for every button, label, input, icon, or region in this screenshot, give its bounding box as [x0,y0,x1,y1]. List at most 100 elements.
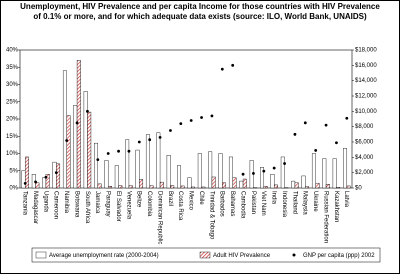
gnp-point [65,139,69,142]
gnp-point [137,140,141,144]
y-tick-label: 20% [6,117,19,123]
bar [76,60,81,189]
bar [232,177,237,189]
gnp-point [231,63,235,67]
bar [228,156,233,189]
x-tick-label: Russian Federation [322,191,328,243]
bar [180,185,185,189]
legend-swatch [199,251,211,259]
y2-tick-label: $8,000 [355,124,374,130]
y-tick-label: 0% [9,186,18,192]
gnp-point [324,123,328,127]
bar [201,186,206,189]
y2-tick-label: $16,000 [355,63,377,69]
x-tick-label: Namibia [63,191,69,214]
bar [218,153,223,189]
chart-title: Unemployment, HIV Prevalence and per cap… [20,2,380,21]
x-tick-label: El Salvador [115,191,121,222]
bar [94,142,99,189]
y2-tick-label: $10,000 [355,109,377,115]
x-tick-label: Viet Nam [260,191,266,216]
y2-tick-label: $12,000 [355,94,377,100]
bar [239,180,244,189]
bar [42,177,47,189]
bar [301,175,306,189]
bar [336,187,341,189]
bar [21,170,26,189]
gnp-point [220,67,224,71]
x-tick-label: Barbados [219,191,225,217]
x-tick-label: India [271,191,277,205]
bar [343,148,348,189]
bar [242,178,247,189]
gnp-point [54,171,58,175]
gnp-point [314,149,318,152]
y-tick-label: 40% [6,48,19,54]
gnp-point [272,166,276,170]
y2-tick-label: $18,000 [355,48,377,54]
x-tick-label: Colombia [146,191,152,217]
x-tick-label: Brazil [167,191,173,206]
y2-tick-label: $14,000 [355,78,377,84]
y-tick-label: 25% [6,99,19,105]
bar [170,185,175,189]
bar [149,185,154,189]
x-tick-label: Uganda [42,191,48,213]
gnp-point [200,116,203,119]
legend-label: GNP per capita (ppp) 2002 [303,253,375,259]
x-tick-label: Paraguay [105,191,111,217]
y2-tick-label: $6,000 [355,140,374,146]
bar [35,182,40,189]
gnp-point [345,116,349,120]
bar [139,179,144,189]
bar [260,167,265,189]
gnp-point [283,162,286,165]
bar [45,173,50,189]
bar [159,181,164,189]
y2-tick-label: $2,000 [355,170,374,176]
bar [187,177,192,189]
bar [83,91,88,189]
bar [156,132,161,189]
x-tick-label: Tanzania [22,191,28,216]
gnp-point [189,119,193,122]
x-tick-label: Indonesia [281,191,287,218]
x-tick-label: Cameroon [53,191,59,219]
bar [270,173,275,189]
bar [128,185,133,189]
gnp-point [293,132,297,136]
bar [325,184,330,189]
bar [291,180,296,189]
bar [305,186,310,189]
bar [322,158,327,189]
gnp-point [106,152,110,155]
legend-label: Average unemployment rate (2000-2004) [49,253,159,259]
bar [135,149,140,189]
bar [263,186,268,189]
gnp-point [34,180,37,184]
y2-tick-label: $0 [355,186,362,192]
y-tick-label: 5% [9,168,18,174]
x-tick-label: Latvia [343,191,349,208]
x-tick-label: Costa Rica [177,191,183,221]
bar [73,104,78,189]
gnp-point [210,114,214,118]
bar [273,184,278,189]
bar [107,186,112,189]
gnp-point [75,121,79,125]
bar [118,185,123,189]
x-tick-label: Belize [136,191,142,208]
bar [104,160,109,189]
y-tick-label: 30% [6,82,19,88]
bar [166,155,171,189]
x-tick-label: Malaysia [302,191,308,215]
x-tick-label: Chile [198,191,204,205]
x-tick-label: Bahamas [229,191,235,216]
bar [294,182,299,189]
title-box: Unemployment, HIV Prevalence and per cap… [20,2,380,21]
y-tick-label: 10% [6,151,19,157]
gnp-point [252,172,255,175]
x-tick-label: Kazakhstan [333,191,339,222]
bar [62,70,67,189]
